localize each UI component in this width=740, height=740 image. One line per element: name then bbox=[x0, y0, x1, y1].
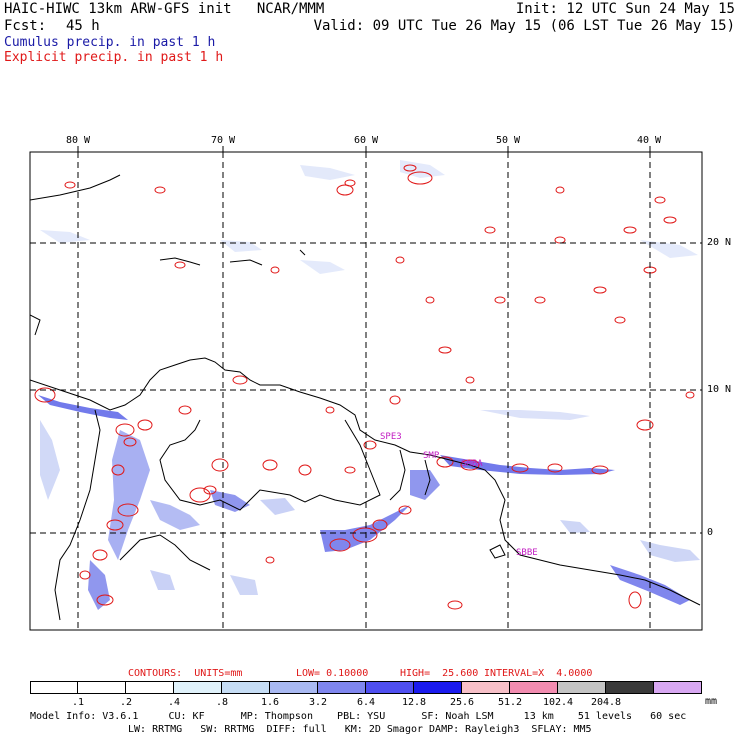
station-smp: SMP bbox=[423, 451, 440, 461]
colorbar-tick-label: 51.2 bbox=[497, 697, 523, 708]
contours-low: LOW= 0.10000 bbox=[296, 668, 369, 679]
station-smba: SMBA bbox=[461, 459, 483, 469]
map-background bbox=[30, 152, 702, 630]
colorbar-tick-label: .2 bbox=[119, 697, 133, 708]
lat-label-0: 0 bbox=[707, 527, 714, 538]
lon-label-60w: 60 W bbox=[354, 135, 379, 146]
colorbar-frame bbox=[30, 681, 702, 694]
colorbar-segment bbox=[78, 682, 126, 693]
coastlines bbox=[30, 174, 701, 621]
chart-title: HAIC-HIWC 13km ARW-GFS init NCAR/MMM bbox=[4, 1, 325, 17]
colorbar-segment bbox=[270, 682, 318, 693]
contours-interval: INTERVAL=X 4.0000 bbox=[484, 668, 593, 679]
colorbar-tick-label: 25.6 bbox=[449, 697, 475, 708]
colorbar-tick-label: .1 bbox=[71, 697, 85, 708]
colorbar-segment bbox=[510, 682, 558, 693]
lat-label-20n: 20 N bbox=[707, 237, 732, 248]
precip-map bbox=[29, 146, 703, 631]
model-info-line1: Model Info: V3.6.1 CU: KF MP: Thompson P… bbox=[30, 711, 687, 722]
cumulus-precip-layer bbox=[38, 160, 700, 610]
lon-label-50w: 50 W bbox=[496, 135, 521, 146]
init-time: Init: 12 UTC Sun 24 May 15 bbox=[515, 1, 735, 17]
colorbar-tick-label: 102.4 bbox=[542, 697, 574, 708]
colorbar-segment bbox=[174, 682, 222, 693]
colorbar-segment bbox=[558, 682, 606, 693]
model-info-line2: LW: RRTMG SW: RRTMG DIFF: full KM: 2D Sm… bbox=[128, 724, 592, 735]
lon-label-80w: 80 W bbox=[66, 135, 91, 146]
lat-lon-grid bbox=[30, 152, 702, 630]
colorbar-segment bbox=[222, 682, 270, 693]
colorbar-tick-label: 12.8 bbox=[401, 697, 427, 708]
colorbar-segment bbox=[606, 682, 654, 693]
legend-cumulus: Cumulus precip. in past 1 h bbox=[4, 35, 216, 50]
station-spe3: SPE3 bbox=[380, 432, 402, 442]
colorbar-segment bbox=[462, 682, 510, 693]
colorbar-tick-label: 1.6 bbox=[260, 697, 280, 708]
contours-high: HIGH= 25.600 bbox=[400, 668, 479, 679]
forecast-hour-value: 45 h bbox=[66, 18, 100, 34]
colorbar-tick-label: .4 bbox=[167, 697, 181, 708]
station-sbbe: SBBE bbox=[516, 548, 538, 558]
colorbar-segment bbox=[414, 682, 462, 693]
valid-time: Valid: 09 UTC Tue 26 May 15 (06 LST Tue … bbox=[313, 18, 735, 34]
colorbar-segment bbox=[30, 682, 78, 693]
contours-units: CONTOURS: UNITS=mm bbox=[128, 668, 243, 679]
colorbar-segment bbox=[366, 682, 414, 693]
legend-explicit: Explicit precip. in past 1 h bbox=[4, 50, 224, 65]
colorbar-unit: mm bbox=[705, 696, 718, 707]
colorbar-tick-label: 3.2 bbox=[308, 697, 328, 708]
colorbar-tick-label: 204.8 bbox=[590, 697, 622, 708]
forecast-hour-label: Fcst: bbox=[4, 18, 47, 34]
colorbar-tick-label: .8 bbox=[215, 697, 229, 708]
top-ticks bbox=[77, 146, 651, 152]
lat-label-10n: 10 N bbox=[707, 384, 732, 395]
colorbar-tick-label: 6.4 bbox=[356, 697, 376, 708]
colorbar-segment bbox=[126, 682, 174, 693]
colorbar-segment bbox=[318, 682, 366, 693]
lon-label-70w: 70 W bbox=[211, 135, 236, 146]
lon-label-40w: 40 W bbox=[637, 135, 662, 146]
